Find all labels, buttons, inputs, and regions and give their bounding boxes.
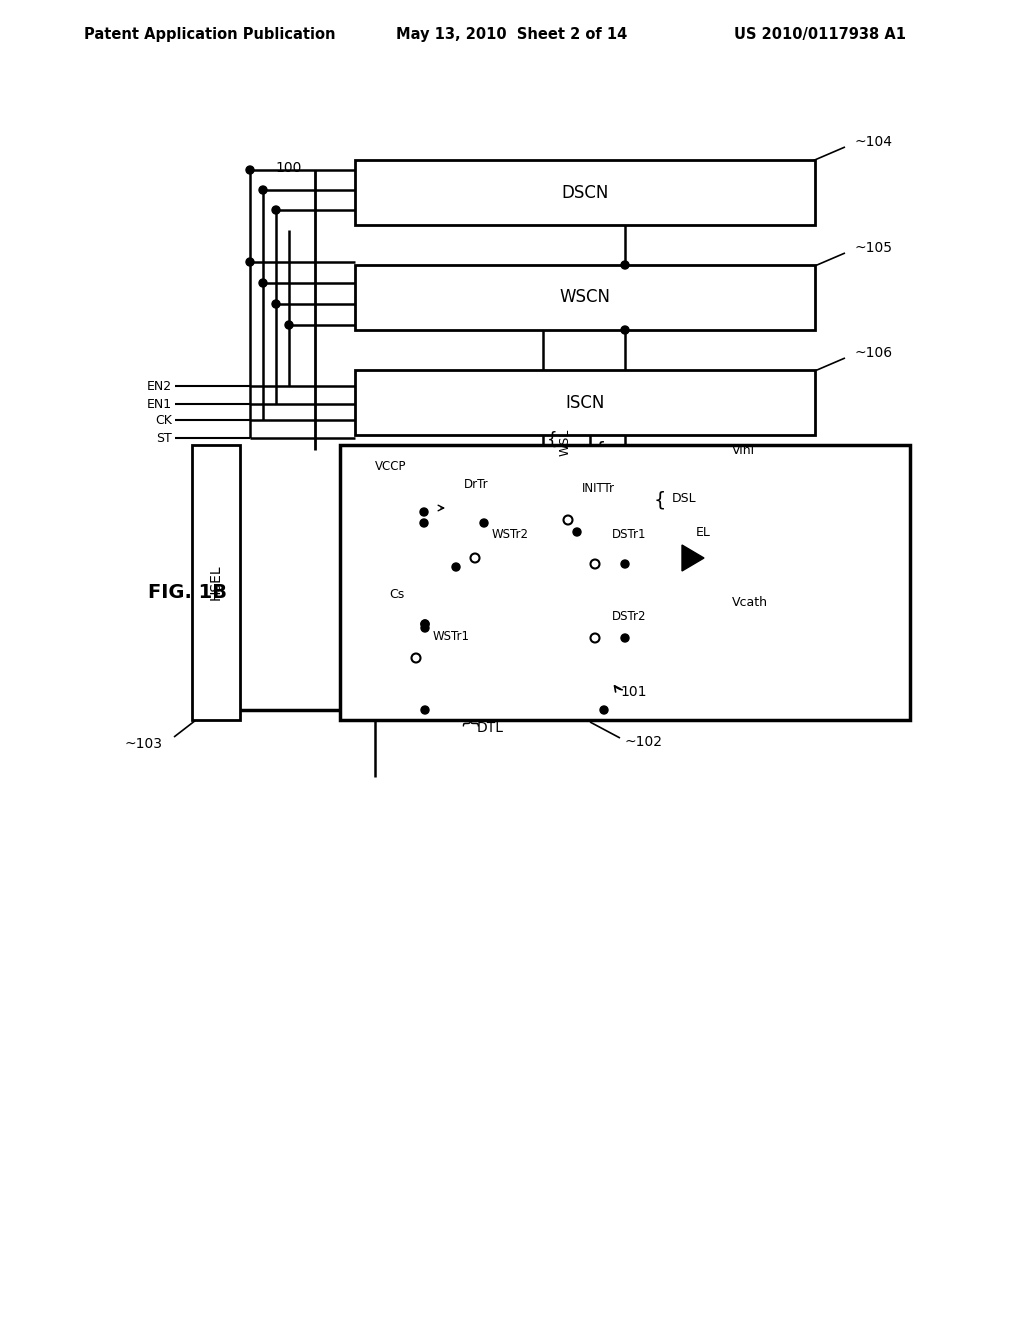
Bar — [193, 445, 240, 719]
Text: WSCN: WSCN — [559, 289, 610, 306]
Circle shape — [420, 508, 428, 516]
Bar — [355, 370, 815, 436]
Text: Cs: Cs — [390, 587, 406, 601]
Text: HSEL: HSEL — [209, 565, 223, 601]
Text: EN1: EN1 — [146, 397, 172, 411]
Bar — [355, 160, 815, 224]
Circle shape — [246, 166, 254, 174]
Circle shape — [272, 300, 280, 308]
Circle shape — [452, 564, 460, 572]
Bar — [355, 265, 815, 330]
Polygon shape — [682, 545, 705, 572]
Text: ~102: ~102 — [625, 735, 663, 748]
Text: ~104: ~104 — [855, 135, 893, 149]
Text: May 13, 2010  Sheet 2 of 14: May 13, 2010 Sheet 2 of 14 — [396, 28, 628, 42]
Circle shape — [285, 321, 293, 329]
Text: FIG. 1B: FIG. 1B — [148, 582, 227, 602]
Circle shape — [259, 279, 267, 286]
Text: Vcath: Vcath — [732, 595, 768, 609]
Text: DSCN: DSCN — [561, 183, 608, 202]
Text: {: { — [458, 718, 476, 730]
Text: 100: 100 — [275, 161, 302, 176]
Text: INITTr: INITTr — [582, 482, 615, 495]
Text: EL: EL — [696, 525, 711, 539]
Circle shape — [420, 519, 428, 527]
Text: Patent Application Publication: Patent Application Publication — [84, 28, 336, 42]
Text: {: { — [547, 432, 558, 449]
Bar — [340, 445, 910, 719]
Circle shape — [421, 620, 429, 628]
Circle shape — [573, 528, 581, 536]
Text: VCCP: VCCP — [375, 461, 406, 474]
Circle shape — [621, 634, 629, 642]
Circle shape — [259, 186, 267, 194]
Text: WSTr1: WSTr1 — [433, 630, 470, 643]
Circle shape — [421, 706, 429, 714]
Text: ~103: ~103 — [125, 737, 163, 751]
Circle shape — [600, 706, 608, 714]
Text: DSL: DSL — [672, 491, 696, 504]
Text: ISCN: ISCN — [565, 393, 605, 412]
Text: DrTr: DrTr — [464, 478, 488, 491]
Text: DSTr2: DSTr2 — [612, 610, 646, 623]
Text: ST: ST — [157, 432, 172, 445]
Circle shape — [621, 326, 629, 334]
Circle shape — [421, 620, 429, 628]
Text: {: { — [594, 441, 606, 459]
Circle shape — [421, 624, 429, 632]
Text: DTL: DTL — [476, 721, 504, 735]
Text: DSTr1: DSTr1 — [612, 528, 646, 540]
Circle shape — [621, 560, 629, 568]
Text: ~105: ~105 — [855, 242, 893, 255]
Text: WSTr2: WSTr2 — [492, 528, 529, 540]
Text: Vini: Vini — [732, 444, 755, 457]
Text: US 2010/0117938 A1: US 2010/0117938 A1 — [734, 28, 906, 42]
Text: WSL: WSL — [559, 428, 572, 455]
Circle shape — [480, 519, 488, 527]
Text: ~106: ~106 — [855, 346, 893, 360]
Text: {: { — [653, 491, 667, 510]
Text: EN2: EN2 — [146, 380, 172, 392]
Text: CK: CK — [155, 413, 172, 426]
Text: ISL: ISL — [608, 442, 621, 461]
Text: 101: 101 — [620, 685, 646, 700]
Circle shape — [272, 206, 280, 214]
Circle shape — [621, 261, 629, 269]
Circle shape — [246, 257, 254, 267]
